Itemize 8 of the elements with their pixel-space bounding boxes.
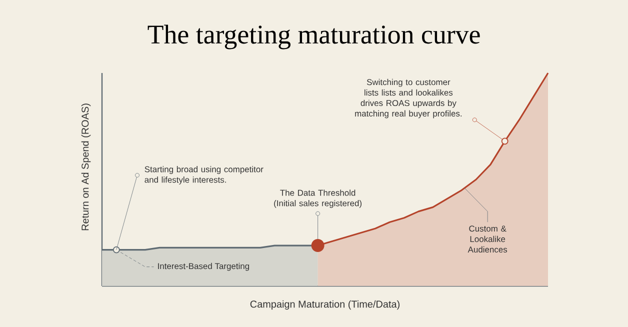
annotation: Switching to customer lists lists and lookalikes drives ROAS upwards by matching real buyer profiles. bbox=[355, 78, 462, 118]
x-axis-title: Campaign Maturation (Time/Data) bbox=[250, 300, 400, 310]
annotation: The Data Threshold (Initial sales registered) bbox=[274, 190, 362, 208]
y-axis-title: Return on Ad Spend (ROAS) bbox=[81, 104, 91, 230]
annotation: Starting broad using competitor and lifestyle interests. bbox=[144, 166, 264, 184]
chart-title: The targeting maturation curve bbox=[148, 24, 480, 50]
series-label: Custom & Lookalike Audiences bbox=[468, 226, 508, 253]
series-label: Interest-Based Targeting bbox=[158, 262, 250, 271]
